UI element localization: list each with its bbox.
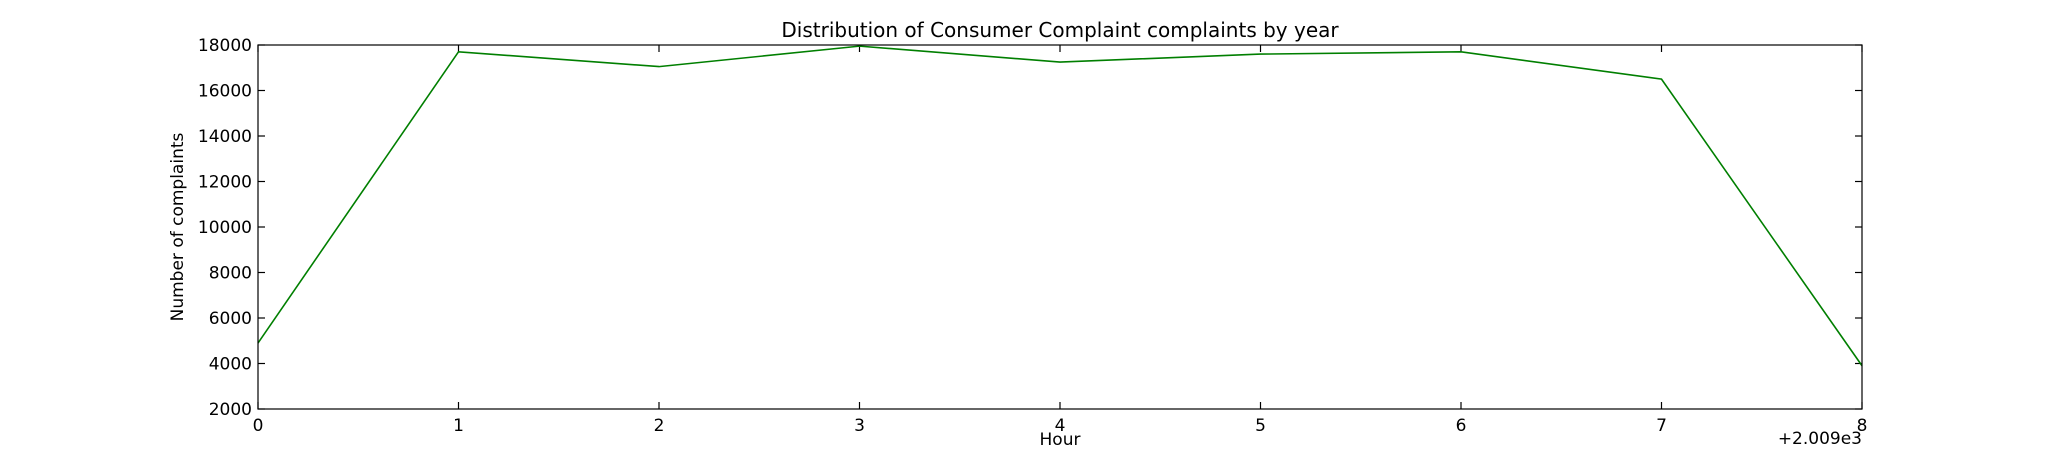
plot-frame xyxy=(257,44,1863,410)
y-tick-label: 12000 xyxy=(198,173,252,193)
x-tick-label: 2 xyxy=(654,416,665,436)
x-tick-label: 6 xyxy=(1456,416,1467,436)
y-tick-label: 4000 xyxy=(209,355,252,375)
series-line xyxy=(257,45,1863,367)
x-tick-label: 3 xyxy=(854,416,865,436)
y-axis-label: Number of complaints xyxy=(168,132,188,321)
x-axis-offset-label: +2.009e3 xyxy=(1778,429,1862,449)
x-tick-label: 4 xyxy=(1055,416,1066,436)
x-axis-label: Hour xyxy=(1040,430,1081,450)
y-tick-label: 10000 xyxy=(198,218,252,238)
y-tick-label: 8000 xyxy=(209,264,252,284)
y-tick-label: 2000 xyxy=(209,400,252,420)
y-tick-label: 16000 xyxy=(198,82,252,102)
x-tick-label: 1 xyxy=(453,416,464,436)
x-tick-label: 0 xyxy=(253,416,264,436)
tick-labels: 0 1 2 3 4 5 6 7 8 2000 4000 6000 8000 10000 12000 14000… xyxy=(198,36,1868,436)
axis-ticks xyxy=(257,44,1863,410)
chart-title: Distribution of Consumer Complaint compl… xyxy=(781,18,1339,42)
y-tick-label: 6000 xyxy=(209,309,252,329)
series-layer xyxy=(257,45,1863,367)
y-tick-label: 18000 xyxy=(198,36,252,56)
x-tick-label: 5 xyxy=(1255,416,1266,436)
x-tick-label: 7 xyxy=(1656,416,1667,436)
x-tick-label: 8 xyxy=(1857,416,1868,436)
y-tick-label: 14000 xyxy=(198,127,252,147)
